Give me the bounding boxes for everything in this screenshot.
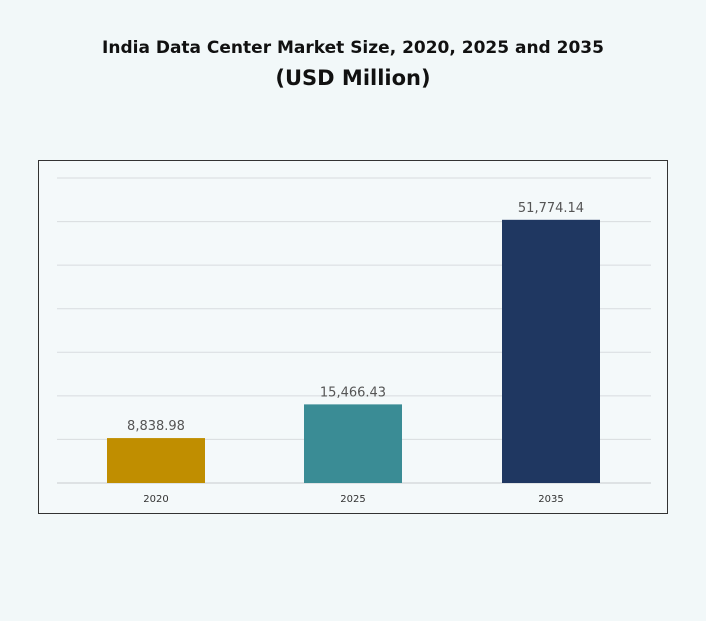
data-label: 15,466.43 bbox=[320, 385, 386, 400]
chart-area: 8,838.98 2020 15,466.43 2025 51,774.14 2035 bbox=[38, 160, 668, 514]
bar-2020 bbox=[107, 438, 205, 483]
x-tick-label: 2020 bbox=[143, 494, 168, 505]
x-tick-label: 2035 bbox=[538, 494, 563, 505]
bar-2025 bbox=[304, 404, 402, 483]
data-label: 8,838.98 bbox=[127, 419, 185, 434]
chart-subtitle: (USD Million) bbox=[275, 66, 431, 90]
data-label: 51,774.14 bbox=[518, 201, 584, 216]
x-tick-label: 2025 bbox=[340, 494, 365, 505]
bar-2035 bbox=[502, 219, 600, 483]
bar-chart: 8,838.98 2020 15,466.43 2025 51,774.14 2035 bbox=[57, 177, 651, 505]
chart-title: India Data Center Market Size, 2020, 202… bbox=[102, 38, 604, 58]
